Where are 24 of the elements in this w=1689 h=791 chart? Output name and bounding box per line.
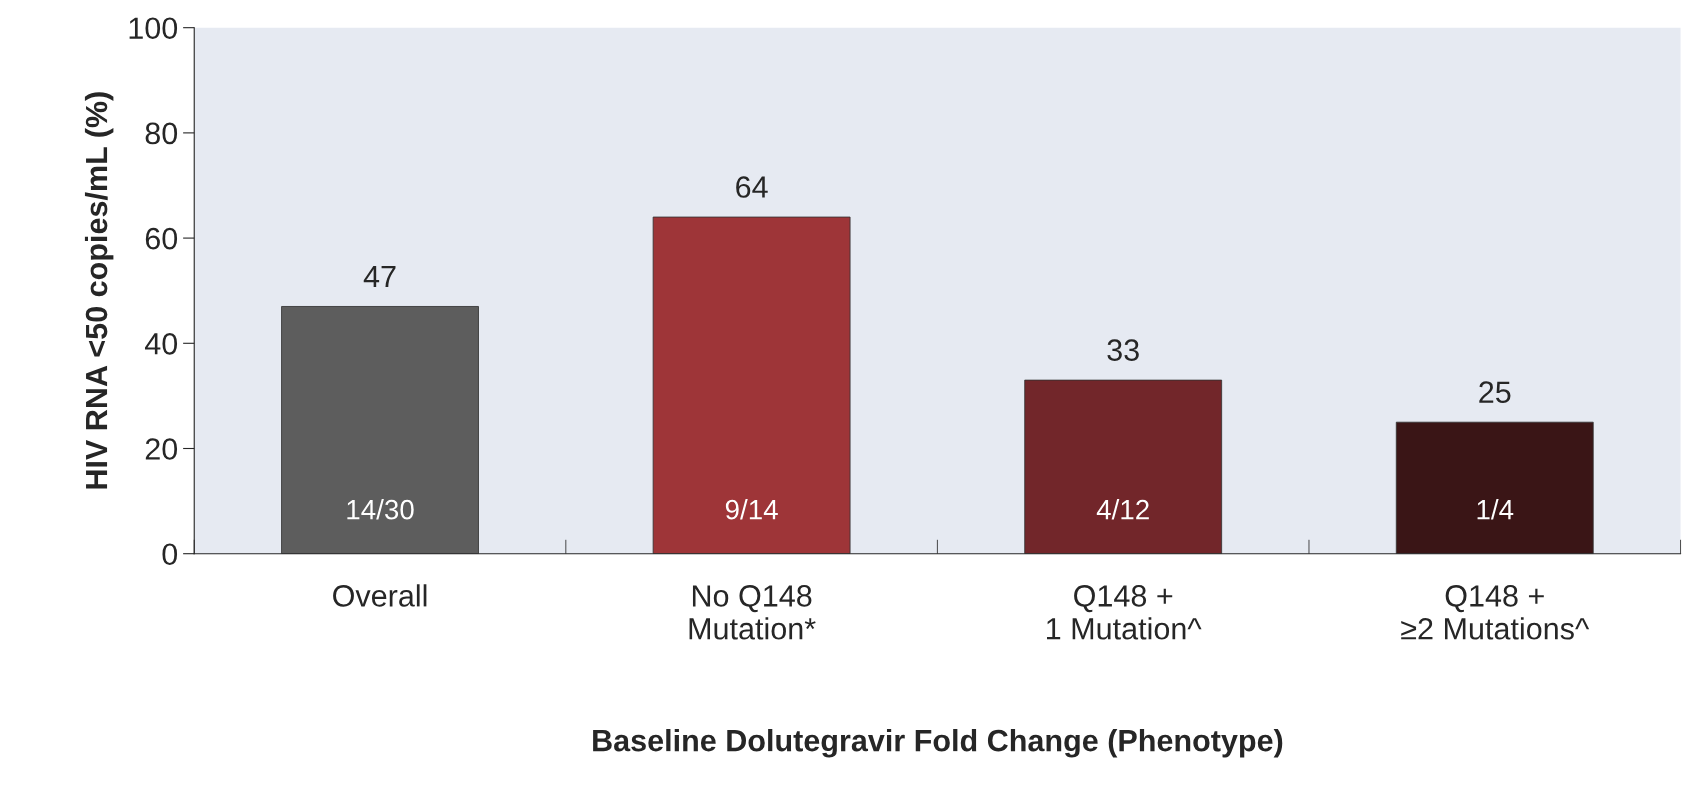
y-tick-label: 20 xyxy=(145,438,178,460)
bar xyxy=(1024,379,1223,554)
x-tick-label: Overall xyxy=(333,584,427,607)
y-tick-label: 0 xyxy=(162,543,178,566)
annotation: 1/4 xyxy=(1477,499,1514,520)
data-label: 64 xyxy=(736,176,768,198)
x-tick-label: Q148 + 1 Mutation^ xyxy=(1047,585,1202,640)
y-tick-label: 80 xyxy=(145,122,178,145)
bar xyxy=(281,306,479,554)
y-tick-label: 60 xyxy=(145,227,178,250)
x-axis-title: Baseline Dolutegravir Fold Change (Phenotype) xyxy=(593,728,1283,758)
x-tick-label: No Q148 Mutation* xyxy=(689,585,816,640)
annotation: 9/14 xyxy=(725,499,778,520)
data-label: 25 xyxy=(1479,381,1511,404)
data-label: 47 xyxy=(363,265,396,287)
bar xyxy=(1395,421,1594,554)
data-label: 33 xyxy=(1107,339,1139,361)
annotation: 14/30 xyxy=(347,499,414,520)
bar xyxy=(652,216,851,554)
y-tick-label: 100 xyxy=(129,17,178,40)
x-tick-label: Q148 + ≥2 Mutations^ xyxy=(1401,585,1590,640)
y-tick-label: 40 xyxy=(144,333,178,355)
annotation: 4/12 xyxy=(1096,499,1149,520)
y-axis-title: HIV RNA <50 copies/mL (%) xyxy=(84,92,114,489)
